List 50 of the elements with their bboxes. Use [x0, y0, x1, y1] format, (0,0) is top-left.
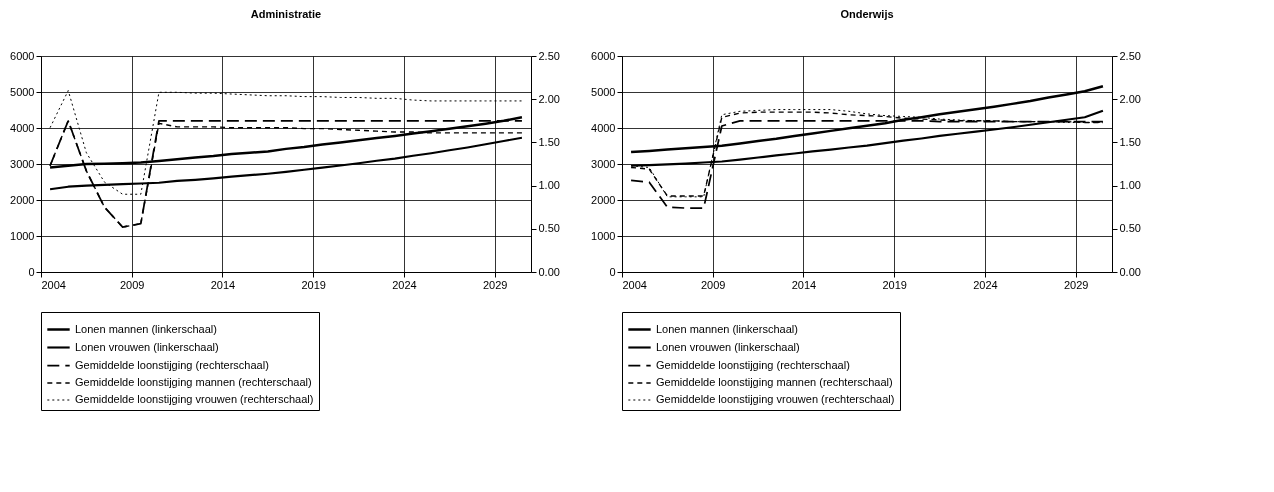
x-tick-label: 2019: [882, 278, 907, 291]
legend-label: Lonen mannen (linkerschaal): [656, 322, 798, 335]
y-tick-label: 0: [28, 265, 35, 278]
y2-tick-label: 2.50: [1119, 49, 1141, 62]
x-tick-label: 2014: [791, 278, 817, 291]
x-tick-label: 2014: [210, 278, 236, 291]
y2-tick-label: 2.50: [538, 49, 560, 62]
y2-tick-label: 0.00: [538, 265, 560, 278]
y-tick-label: 3000: [591, 157, 616, 170]
y2-tick-label: 0.00: [1119, 265, 1141, 278]
y-tick-label: 4000: [591, 121, 616, 134]
y-tick-label: 6000: [591, 49, 616, 62]
y2-tick-label: 0.50: [1119, 222, 1141, 235]
y-tick-label: 2000: [10, 193, 35, 206]
x-tick-label: 2029: [1063, 278, 1089, 291]
x-tick-label: 2024: [973, 278, 998, 291]
y2-tick-label: 1.00: [538, 179, 560, 192]
y2-tick-label: 2.00: [538, 92, 560, 105]
y-tick-label: 5000: [10, 85, 35, 98]
y-tick-label: 2000: [591, 193, 616, 206]
y-tick-label: 6000: [10, 49, 35, 62]
x-tick-label: 2029: [482, 278, 508, 291]
chart-title: Onderwijs: [840, 8, 894, 20]
legend-label: Lonen vrouwen (linkerschaal): [656, 340, 800, 353]
legend-label: Gemiddelde loonstijging vrouwen (rechterschaal): [75, 393, 314, 405]
legend-label: Gemiddelde loonstijging vrouwen (rechterschaal): [656, 393, 895, 405]
x-tick-label: 2009: [701, 278, 726, 291]
y2-tick-label: 1.50: [538, 135, 560, 148]
y-tick-label: 1000: [10, 229, 35, 242]
chart-title: Administratie: [250, 8, 322, 20]
y2-tick-label: 1.50: [1119, 135, 1141, 148]
x-tick-label: 2004: [622, 278, 647, 291]
x-tick-label: 2019: [301, 278, 326, 291]
x-tick-label: 2024: [392, 278, 417, 291]
y-tick-label: 3000: [10, 157, 35, 170]
y-tick-label: 0: [609, 265, 616, 278]
legend-label: Lonen mannen (linkerschaal): [75, 322, 217, 335]
legend-label: Gemiddelde loonstijging mannen (rechterschaal): [75, 376, 312, 388]
legend-label: Gemiddelde loonstijging mannen (rechterschaal): [656, 376, 893, 388]
x-tick-label: 2004: [41, 278, 66, 291]
legend-label: Gemiddelde loonstijging (rechterschaal): [75, 358, 269, 371]
legend-label: Gemiddelde loonstijging (rechterschaal): [656, 358, 850, 371]
y-tick-label: 1000: [591, 229, 616, 242]
y-tick-label: 4000: [10, 121, 35, 134]
y-tick-label: 5000: [591, 85, 616, 98]
x-tick-label: 2009: [120, 278, 145, 291]
legend-label: Lonen vrouwen (linkerschaal): [75, 340, 219, 353]
y2-tick-label: 1.00: [1119, 179, 1141, 192]
y2-tick-label: 0.50: [538, 222, 560, 235]
y2-tick-label: 2.00: [1119, 92, 1141, 105]
